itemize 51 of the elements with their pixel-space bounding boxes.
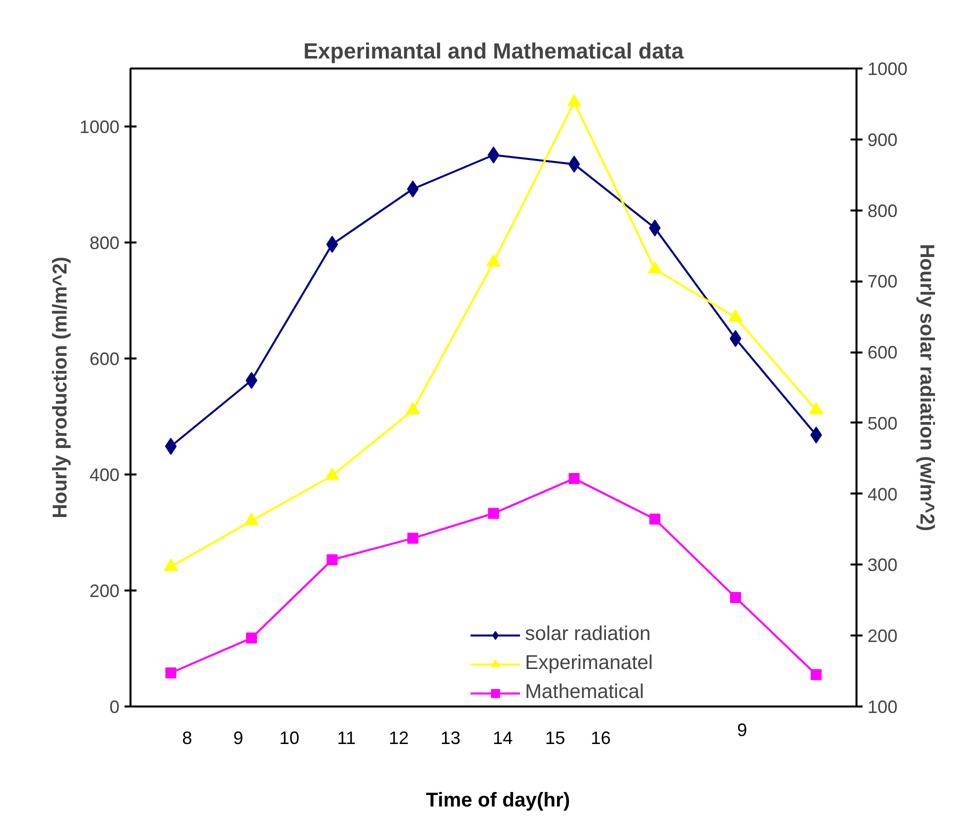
point <box>809 402 824 414</box>
point <box>648 261 662 274</box>
point <box>325 468 340 480</box>
y-tick-label: 1000 <box>79 117 120 137</box>
y-axis-title: Hourly production (ml/m^2) <box>49 256 72 518</box>
y2-tick-label: 500 <box>868 413 898 434</box>
y2-tick-label: 1000 <box>868 59 908 79</box>
point <box>488 508 499 519</box>
y2-tick-label: 800 <box>868 200 898 221</box>
y2-tick-label: 200 <box>868 626 898 646</box>
text: 15 <box>545 728 566 748</box>
y2-tick-label: 300 <box>868 555 898 576</box>
text: 9 <box>233 728 244 748</box>
text: 11 <box>337 728 356 748</box>
y-tick-label: 600 <box>89 349 120 369</box>
point <box>567 94 582 106</box>
point <box>244 512 258 526</box>
point <box>649 220 661 236</box>
text: 10 <box>279 728 300 748</box>
point <box>407 532 418 544</box>
y2-axis-title: Hourly solar radiation (w/m^2) <box>916 244 938 532</box>
point <box>406 402 420 414</box>
legend-label: Mathematical <box>525 681 644 704</box>
point <box>810 669 822 680</box>
legend-label: solar radiation <box>525 623 651 646</box>
text: 8 <box>182 728 192 748</box>
chart-title: Experimantal and Mathematical data <box>303 38 684 64</box>
text: 13 <box>440 728 460 748</box>
y2-tick-label: 100 <box>868 697 898 717</box>
point <box>730 592 741 603</box>
legend-label: Experimanatel <box>525 652 653 675</box>
y-tick-label: 800 <box>89 233 120 253</box>
point <box>568 473 580 484</box>
y2-tick-label: 400 <box>868 484 898 504</box>
text: 14 <box>492 728 513 748</box>
x-axis-title: Time of day(hr) <box>426 790 570 812</box>
y-tick-label: 0 <box>109 697 120 717</box>
y2-tick-label: 900 <box>868 130 898 150</box>
y-tick-label: 400 <box>89 465 120 485</box>
point <box>326 554 338 566</box>
point <box>728 309 742 322</box>
y2-tick-label: 700 <box>868 272 898 292</box>
text: 12 <box>388 728 409 748</box>
point <box>486 254 500 266</box>
point <box>649 514 660 525</box>
text: 16 <box>590 728 611 748</box>
point <box>165 667 176 678</box>
y2-tick-label: 600 <box>868 342 898 363</box>
point <box>246 632 257 644</box>
y-tick-label: 200 <box>89 581 120 601</box>
text: 9 <box>737 720 748 740</box>
